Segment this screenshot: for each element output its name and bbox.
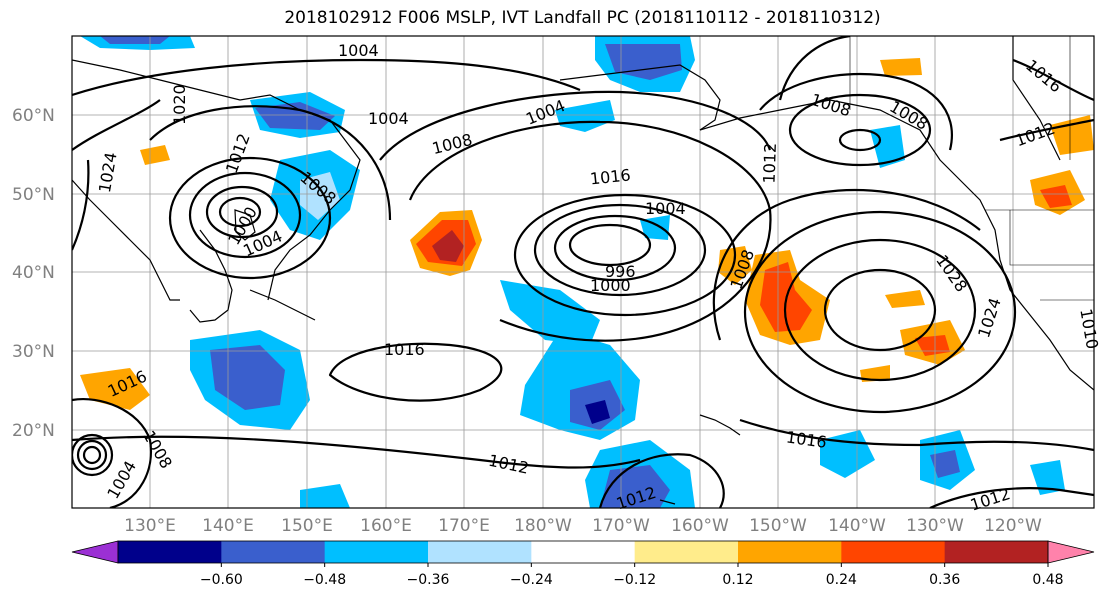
isobar-label: 1016 (589, 165, 631, 188)
isobar-label: 1016 (384, 340, 425, 359)
colorbar-segment (841, 541, 946, 563)
colorbar-tick-label: −0.60 (200, 572, 243, 588)
lon-label-140w: 140°W (828, 516, 886, 536)
lat-label-30: 30°N (12, 342, 55, 362)
isobar-label: 1012 (760, 142, 780, 183)
isobar-label: 1000 (590, 276, 631, 295)
lon-label-140e: 140°E (202, 516, 254, 536)
colorbar-segment (221, 541, 326, 563)
lat-label-20: 20°N (12, 421, 55, 441)
isobar-label: 1004 (368, 109, 409, 128)
lon-label-170e: 170°E (438, 516, 490, 536)
ivt-negative-anomalies (80, 36, 1065, 508)
lat-label-50: 50°N (12, 185, 55, 205)
map-title: 2018102912 F006 MSLP, IVT Landfall PC (2… (284, 8, 881, 28)
colorbar-tick-label: 0.48 (1032, 572, 1063, 588)
colorbar: −0.60 −0.48 −0.36 −0.24 −0.12 0.12 0.24 0.36 0.4… (71, 540, 1095, 588)
lat-label-60: 60°N (12, 106, 55, 126)
graticule (72, 36, 1094, 508)
colorbar-segment (944, 541, 1049, 563)
lon-label-130e: 130°E (124, 516, 176, 536)
lon-label-120w: 120°W (984, 516, 1042, 536)
colorbar-tick-label: 0.36 (929, 572, 960, 588)
colorbar-extend-max (1047, 540, 1095, 564)
mslp-isobars (72, 36, 1094, 508)
isobar-label: 1004 (645, 199, 686, 218)
colorbar-segment (531, 541, 636, 563)
colorbar-segment (428, 541, 532, 563)
lon-label-160w: 160°W (671, 516, 729, 536)
isobar-label: 1020 (170, 84, 189, 125)
latitude-labels: 60°N 50°N 40°N 30°N 20°N (12, 106, 55, 441)
lat-label-40: 40°N (12, 263, 55, 283)
isobar-label: 996 (605, 262, 636, 281)
colorbar-tick-label: −0.12 (613, 572, 656, 588)
lon-label-130w: 130°W (906, 516, 964, 536)
colorbar-tick-label: −0.48 (303, 572, 346, 588)
lon-label-170w: 170°W (592, 516, 650, 536)
colorbar-segment (118, 541, 222, 563)
colorbar-segment (634, 541, 739, 563)
colorbar-frame (117, 540, 1049, 564)
colorbar-extend-min (71, 540, 119, 564)
lon-label-160e: 160°E (360, 516, 412, 536)
colorbar-tick-label: −0.36 (407, 572, 450, 588)
colorbar-tick-label: −0.24 (510, 572, 553, 588)
colorbar-tick-label: 0.24 (826, 572, 857, 588)
lon-label-150e: 150°E (281, 516, 333, 536)
longitude-labels: 130°E 140°E 150°E 160°E 170°E 180°W 170°… (124, 516, 1042, 536)
coastlines (72, 36, 1094, 505)
colorbar-tick-label: 0.12 (722, 572, 753, 588)
lon-label-180w: 180°W (514, 516, 572, 536)
isobar-label: 1004 (338, 41, 379, 60)
map-frame (71, 35, 1095, 509)
colorbar-segment (738, 541, 842, 563)
colorbar-segment (324, 541, 429, 563)
country-borders (849, 36, 1094, 301)
lon-label-150w: 150°W (749, 516, 807, 536)
